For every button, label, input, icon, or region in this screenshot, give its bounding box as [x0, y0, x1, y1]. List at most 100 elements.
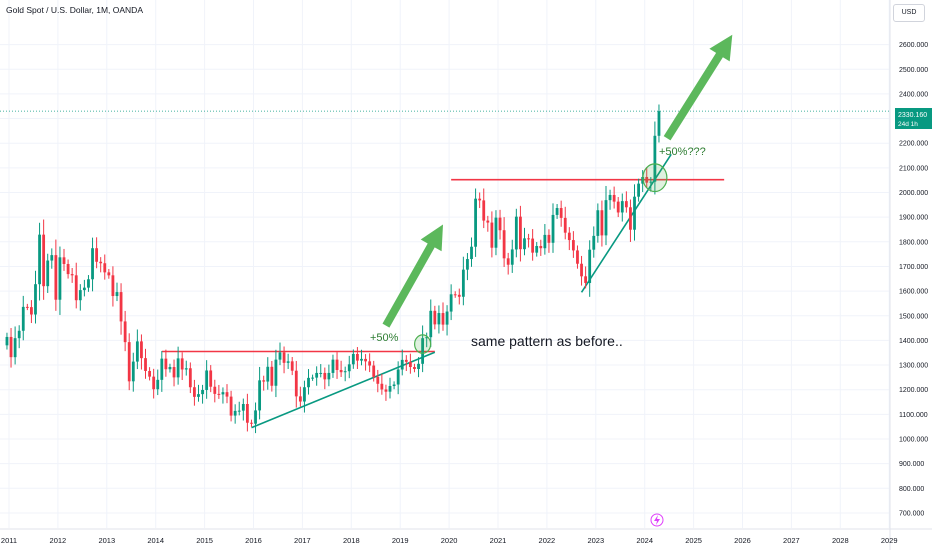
candle-body [653, 135, 657, 182]
candle-body [392, 384, 396, 387]
candle-body [315, 372, 319, 378]
breakout-markers [414, 163, 668, 354]
time-tick-label: 2029 [881, 536, 898, 545]
breakout-circle [642, 163, 668, 193]
candle-body [604, 200, 608, 236]
candle-body [99, 261, 103, 264]
candle-body [457, 294, 461, 297]
candle-body [474, 198, 477, 247]
candle-body [576, 250, 579, 264]
candle-body [408, 361, 412, 368]
candle-body [404, 359, 408, 362]
candle-body [229, 396, 233, 416]
candle-body [127, 342, 131, 382]
candle-body [111, 275, 115, 297]
candle-body [645, 176, 649, 183]
candle-body [233, 410, 237, 416]
candle-body [413, 367, 416, 369]
candles [5, 104, 661, 434]
candle-body [270, 366, 274, 386]
candle-body [567, 232, 571, 241]
candle-body [278, 352, 282, 360]
candle-body [657, 111, 661, 136]
candle-body [331, 359, 335, 373]
candle-body [543, 234, 547, 249]
candle-body [571, 240, 575, 251]
candle-body [514, 216, 518, 250]
candle-body [25, 306, 29, 308]
projection-arrow [382, 224, 443, 328]
candle-body [62, 257, 66, 264]
price-tick-label: 1400.000 [899, 338, 928, 345]
candle-body [502, 230, 506, 259]
annotation-labels: +50% +50%??? same pattern as before.. [370, 146, 706, 349]
time-tick-label: 2012 [50, 536, 67, 545]
candle-body [649, 181, 653, 183]
candle-body [237, 410, 241, 412]
candle-body [453, 294, 457, 296]
price-tick-label: 1600.000 [899, 289, 928, 296]
last-price-tag: 2330.160 24d 1h [895, 108, 932, 129]
candle-body [323, 372, 327, 380]
candle-body [437, 313, 441, 325]
candle-body [347, 364, 351, 372]
breakout-circle [414, 334, 432, 354]
candle-body [584, 276, 588, 283]
candle-body [510, 249, 514, 265]
candle-body [303, 387, 306, 402]
candle-body [396, 369, 400, 385]
candle-body [360, 358, 363, 361]
price-tick-label: 2500.000 [899, 67, 928, 74]
candle-body [368, 361, 372, 366]
last-price-countdown: 24d 1h [898, 121, 918, 128]
candle-body [21, 306, 25, 331]
candle-body [445, 311, 449, 325]
candle-body [531, 238, 535, 253]
price-tick-label: 800.000 [899, 486, 924, 493]
candle-body [559, 208, 563, 218]
price-axis[interactable]: 700.000 800.000 900.000 1000.000 1100.000 120… [899, 42, 928, 517]
past-move-label: +50% [370, 332, 399, 344]
time-tick-label: 2013 [98, 536, 115, 545]
candle-body [498, 217, 502, 231]
future-move-label: +50%??? [659, 146, 706, 158]
time-tick-label: 2027 [783, 536, 800, 545]
candle-body [135, 341, 139, 362]
candle-body [482, 200, 486, 221]
candle-body [160, 358, 164, 380]
trendline [251, 351, 436, 429]
candle-body [356, 353, 359, 361]
candle-body [286, 361, 290, 363]
currency-button[interactable]: USD [893, 4, 925, 22]
candle-body [123, 321, 127, 343]
candle-body [209, 370, 213, 387]
price-tick-label: 2400.000 [899, 91, 928, 98]
candle-body [551, 214, 555, 243]
candle-body [327, 372, 331, 380]
time-tick-label: 2021 [490, 536, 507, 545]
realtime-icon[interactable] [650, 513, 664, 527]
price-tick-label: 2200.000 [899, 141, 928, 148]
candle-body [213, 386, 217, 394]
time-tick-label: 2015 [196, 536, 213, 545]
candle-body [70, 274, 74, 276]
time-tick-label: 2024 [636, 536, 653, 545]
candle-body [519, 216, 522, 250]
candle-body [494, 217, 498, 248]
candle-body [555, 208, 559, 215]
candle-body [78, 290, 82, 301]
time-axis[interactable]: 2011 2012 2013 2014 2015 2016 2017 2018 2019 2020… [1, 536, 898, 545]
price-tick-label: 1100.000 [899, 412, 928, 419]
candle-body [103, 263, 107, 273]
candle-body [466, 259, 469, 270]
candle-body [376, 376, 380, 384]
candle-body [197, 394, 200, 397]
candle-body [388, 386, 392, 392]
candle-body [205, 370, 209, 390]
candle-body [107, 272, 111, 276]
candle-body [188, 368, 192, 388]
candle-body [535, 245, 539, 253]
candle-body [217, 393, 221, 395]
